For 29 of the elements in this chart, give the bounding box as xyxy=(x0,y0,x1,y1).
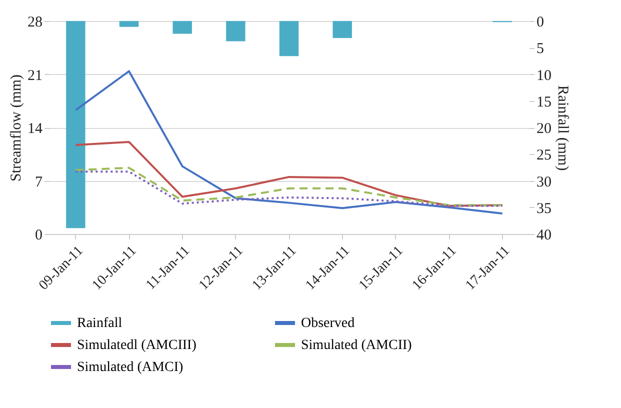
bar xyxy=(172,21,192,34)
y-tick-label: 0 xyxy=(35,228,42,244)
bar xyxy=(226,21,246,42)
y-tick-label: 7 xyxy=(35,174,43,190)
y-axis-title: Streamflow (mm) xyxy=(8,74,24,182)
legend-label: Simulatedl (AMCIII) xyxy=(77,338,197,353)
y2-tick-label: 0 xyxy=(536,14,544,30)
y-tick-label: 14 xyxy=(28,121,43,137)
line-series xyxy=(74,140,504,207)
bar xyxy=(119,21,139,27)
legend-label: Rainfall xyxy=(77,316,122,331)
y2-tick-label: 20 xyxy=(536,121,552,137)
y-tick-label: 28 xyxy=(28,14,42,30)
bar xyxy=(279,21,299,56)
y2-tick-label: 15 xyxy=(536,94,552,110)
legend-label: Simulated (AMCII) xyxy=(301,338,412,353)
y2-tick-label: 35 xyxy=(536,200,552,217)
bar xyxy=(66,21,86,228)
legend-label: Observed xyxy=(301,316,355,331)
bar xyxy=(332,21,352,38)
y-tick-label: 21 xyxy=(28,68,42,84)
y2-tick-label: 10 xyxy=(536,68,552,84)
y2-tick-label: 40 xyxy=(536,228,552,244)
y2-axis-title: Rainfall (mm) xyxy=(554,85,570,171)
y2-tick-label: 25 xyxy=(536,148,552,164)
line-series xyxy=(74,70,504,214)
legend-label: Simulated (AMCI) xyxy=(77,360,184,375)
y2-tick-label: 30 xyxy=(536,174,552,190)
y2-tick-label: 5 xyxy=(536,41,544,58)
